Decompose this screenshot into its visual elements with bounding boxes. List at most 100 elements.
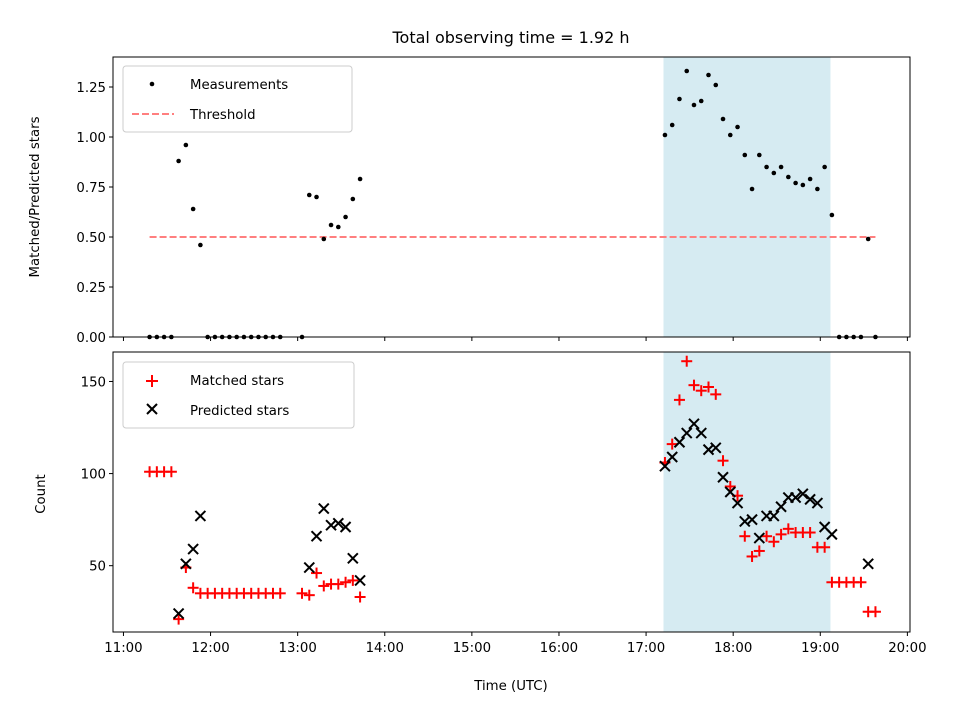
measurement-point xyxy=(793,180,798,186)
legend-threshold-label: Threshold xyxy=(189,108,256,123)
predicted-star-point xyxy=(187,543,199,555)
matched-star-point xyxy=(819,541,831,553)
highlight-span-rect xyxy=(663,57,831,337)
predicted-star-point xyxy=(710,442,722,454)
predicted-star-point xyxy=(332,517,345,530)
measurement-point xyxy=(800,182,806,188)
measurement-point xyxy=(720,116,726,122)
bottom-y-axis-label: Count xyxy=(34,474,49,514)
predicted-star-point xyxy=(717,471,729,483)
measurement-point xyxy=(684,68,690,74)
predicted-star-point xyxy=(681,427,693,439)
matched-star-point xyxy=(274,587,286,599)
y-tick-label: 100 xyxy=(81,468,106,483)
measurement-point xyxy=(321,236,327,242)
measurement-point xyxy=(669,122,675,128)
legend-matched-marker xyxy=(146,375,158,387)
measurement-point xyxy=(198,242,203,248)
measurement-point xyxy=(807,176,813,182)
x-tick-label: 17:00 xyxy=(627,641,665,656)
legend-matched-label: Matched stars xyxy=(190,374,284,389)
predicted-star-point xyxy=(325,519,337,531)
y-tick-label: 150 xyxy=(81,375,106,390)
x-tick-label: 12:00 xyxy=(191,641,229,656)
measurement-point xyxy=(314,194,319,200)
x-tick-label: 11:00 xyxy=(104,641,142,656)
legend-predicted-marker xyxy=(146,403,158,415)
measurement-point xyxy=(815,186,820,192)
predicted-star-point xyxy=(172,607,185,620)
matched-star-point xyxy=(782,523,794,535)
measurement-point xyxy=(735,124,740,130)
measurement-point xyxy=(822,164,827,170)
top-highlight-span xyxy=(663,57,831,337)
y-tick-label: 0.75 xyxy=(76,181,106,196)
predicted-stars-series xyxy=(172,418,874,620)
top-x-ticks xyxy=(122,337,908,341)
matched-stars-series xyxy=(144,355,881,625)
x-tick-label: 14:00 xyxy=(366,641,404,656)
matched-star-point xyxy=(717,455,729,467)
measurement-point xyxy=(306,192,312,198)
matched-star-point xyxy=(296,587,308,599)
legend-measurements-marker xyxy=(149,81,155,87)
top-panel: 0.00 0.25 0.50 0.75 1.00 1.25 Matched/Predict… xyxy=(28,56,911,346)
matched-star-point xyxy=(804,527,816,539)
highlight-span-rect xyxy=(663,352,831,632)
legend-measurements-label: Measurements xyxy=(190,78,288,93)
measurement-point xyxy=(778,164,784,170)
top-y-axis: 0.00 0.25 0.50 0.75 1.00 1.25 xyxy=(76,81,113,346)
predicted-star-point xyxy=(310,530,323,542)
x-axis-label: Time (UTC) xyxy=(473,679,548,694)
measurement-point xyxy=(357,176,363,182)
measurement-point xyxy=(786,174,791,180)
predicted-star-point xyxy=(666,451,678,463)
x-tick-label: 18:00 xyxy=(714,641,752,656)
matched-star-point xyxy=(739,530,751,542)
bottom-legend: Matched stars Predicted stars xyxy=(122,361,355,429)
predicted-star-point xyxy=(318,502,330,515)
top-legend: Measurements Threshold xyxy=(122,65,353,133)
measurement-point xyxy=(865,236,871,242)
predicted-star-point xyxy=(354,574,366,587)
predicted-star-point xyxy=(724,486,736,498)
measurement-point xyxy=(771,170,777,176)
predicted-star-point xyxy=(659,460,671,472)
predicted-star-point xyxy=(826,528,838,541)
predicted-star-point xyxy=(789,491,802,504)
predicted-star-point xyxy=(746,513,758,526)
matched-star-point xyxy=(673,394,685,406)
x-tick-label: 13:00 xyxy=(278,641,316,656)
measurement-point xyxy=(829,212,835,218)
x-tick-label: 15:00 xyxy=(453,641,491,656)
matched-star-point xyxy=(855,576,867,588)
measurement-point xyxy=(190,206,196,212)
predicted-star-point xyxy=(347,552,359,565)
measurement-point xyxy=(757,152,762,158)
matched-star-point xyxy=(340,576,352,588)
bottom-y-axis: 50 100 150 xyxy=(81,375,113,575)
matched-star-point xyxy=(775,528,787,540)
matched-star-point xyxy=(746,550,758,562)
predicted-star-point xyxy=(673,436,686,448)
measurement-point xyxy=(183,142,189,148)
predicted-star-point xyxy=(180,558,192,570)
bottom-axes-frame xyxy=(112,351,911,633)
top-axes-frame xyxy=(112,56,911,338)
y-tick-label: 1.25 xyxy=(76,81,106,96)
matched-star-point xyxy=(666,438,678,450)
matched-star-point xyxy=(311,567,323,579)
measurement-point xyxy=(691,102,697,108)
top-legend-box xyxy=(122,65,353,133)
matched-star-point xyxy=(695,385,707,397)
matched-star-point xyxy=(869,606,881,618)
predicted-star-point xyxy=(775,501,787,513)
matched-star-point xyxy=(681,355,693,367)
measurement-point xyxy=(764,164,769,170)
predicted-star-point xyxy=(797,488,809,500)
measurement-point xyxy=(742,152,748,158)
measurement-point xyxy=(713,82,719,88)
matched-star-point xyxy=(768,536,780,548)
bottom-x-axis: 11:00 12:00 13:00 14:00 15:00 16:00 17:00 18:00… xyxy=(104,632,927,656)
predicted-star-point xyxy=(303,561,315,574)
